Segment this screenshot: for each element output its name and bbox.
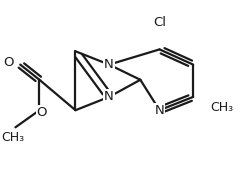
Text: CH₃: CH₃ xyxy=(210,101,233,114)
Text: O: O xyxy=(4,56,14,69)
Text: N: N xyxy=(104,90,114,103)
Text: Cl: Cl xyxy=(153,16,166,29)
Text: O: O xyxy=(37,106,47,119)
Text: N: N xyxy=(104,58,114,71)
Text: CH₃: CH₃ xyxy=(1,131,25,144)
Text: N: N xyxy=(155,104,164,117)
